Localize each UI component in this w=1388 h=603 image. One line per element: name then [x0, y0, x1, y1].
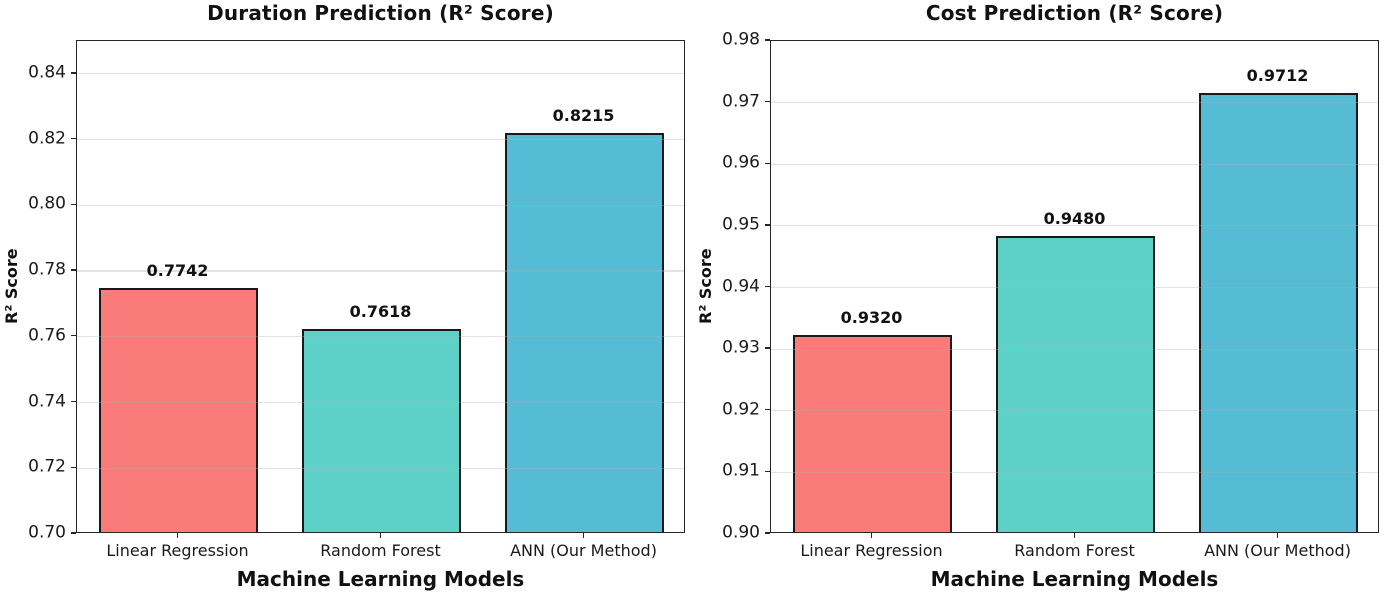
y-tick-mark-0.72 [71, 466, 76, 468]
y-tick-label-0.72: 0.72 [28, 456, 66, 477]
y-tick-mark-0.95 [765, 224, 770, 226]
y-tick-label-0.95: 0.95 [722, 214, 760, 235]
bar-value-label-linear-regression: 0.7742 [146, 261, 209, 281]
y-tick-label-0.80: 0.80 [28, 193, 66, 214]
x-axis-label: Machine Learning Models [236, 567, 525, 591]
y-tick-mark-0.80 [71, 203, 76, 206]
y-tick-label-0.97: 0.97 [722, 91, 760, 112]
x-tick-label-random-forest: Random Forest [320, 541, 441, 560]
bar-value-label-ann-our-method: 0.9712 [1246, 66, 1309, 86]
bar-value-label-ann-our-method: 0.8215 [552, 105, 615, 125]
gridline-0.84 [77, 73, 684, 75]
y-tick-label-0.92: 0.92 [722, 399, 760, 420]
chart-title: Duration Prediction (R² Score) [207, 1, 554, 25]
y-tick-mark-0.94 [765, 285, 770, 288]
x-tick-mark-linear-regression [870, 533, 873, 538]
x-tick-mark-ann-our-method [582, 533, 585, 538]
y-tick-mark-0.76 [71, 335, 76, 337]
cost-prediction-chart: Cost Prediction (R² Score) R² Score Mach… [694, 0, 1388, 603]
y-tick-mark-0.70 [71, 532, 76, 534]
y-tick-label-0.98: 0.98 [722, 29, 760, 50]
y-tick-label-0.76: 0.76 [28, 325, 66, 346]
y-tick-label-0.91: 0.91 [722, 460, 760, 481]
y-tick-label-0.96: 0.96 [722, 152, 760, 173]
bar-value-label-linear-regression: 0.9320 [840, 307, 903, 327]
bar-value-label-random-forest: 0.7618 [349, 301, 412, 321]
x-tick-label-ann-our-method: ANN (Our Method) [1204, 541, 1351, 560]
duration-prediction-chart: Duration Prediction (R² Score) R² Score … [2, 1, 685, 591]
y-tick-label-0.93: 0.93 [722, 337, 760, 358]
bar-random-forest [302, 328, 461, 532]
y-tick-mark-0.84 [71, 72, 76, 74]
bar-linear-regression [99, 288, 258, 532]
y-tick-label-0.70: 0.70 [28, 522, 66, 543]
x-tick-mark-random-forest [379, 533, 382, 538]
chart-title: Cost Prediction (R² Score) [925, 1, 1224, 25]
x-tick-label-linear-regression: Linear Regression [800, 541, 943, 560]
y-tick-mark-0.92 [765, 409, 770, 411]
bar-random-forest [996, 236, 1155, 532]
bar-ann-our-method [1199, 93, 1358, 532]
y-tick-mark-0.96 [765, 162, 770, 164]
bar-value-label-random-forest: 0.9480 [1043, 209, 1106, 229]
y-tick-mark-0.97 [765, 100, 770, 103]
y-tick-mark-0.91 [765, 470, 770, 473]
y-tick-label-0.84: 0.84 [28, 62, 66, 83]
y-tick-label-0.94: 0.94 [722, 276, 760, 297]
y-tick-label-0.90: 0.90 [722, 522, 760, 543]
y-tick-mark-0.90 [765, 532, 770, 534]
y-tick-mark-0.98 [765, 39, 770, 41]
y-tick-label-0.82: 0.82 [28, 128, 66, 149]
x-tick-label-linear-regression: Linear Regression [106, 541, 249, 560]
x-axis-label: Machine Learning Models [930, 567, 1219, 591]
x-tick-mark-random-forest [1073, 533, 1076, 538]
y-tick-mark-0.93 [765, 347, 770, 349]
x-tick-label-ann-our-method: ANN (Our Method) [510, 541, 657, 560]
y-tick-label-0.78: 0.78 [28, 259, 66, 280]
x-tick-mark-ann-our-method [1276, 533, 1279, 538]
y-tick-label-0.74: 0.74 [28, 391, 66, 412]
plot-area [76, 40, 685, 533]
x-tick-mark-linear-regression [176, 533, 179, 538]
x-tick-label-random-forest: Random Forest [1014, 541, 1135, 560]
y-tick-mark-0.74 [71, 400, 76, 403]
y-tick-mark-0.78 [71, 269, 76, 271]
plot-area [770, 40, 1379, 533]
bar-ann-our-method [505, 132, 664, 532]
y-tick-mark-0.82 [71, 137, 76, 140]
bar-linear-regression [793, 334, 952, 532]
